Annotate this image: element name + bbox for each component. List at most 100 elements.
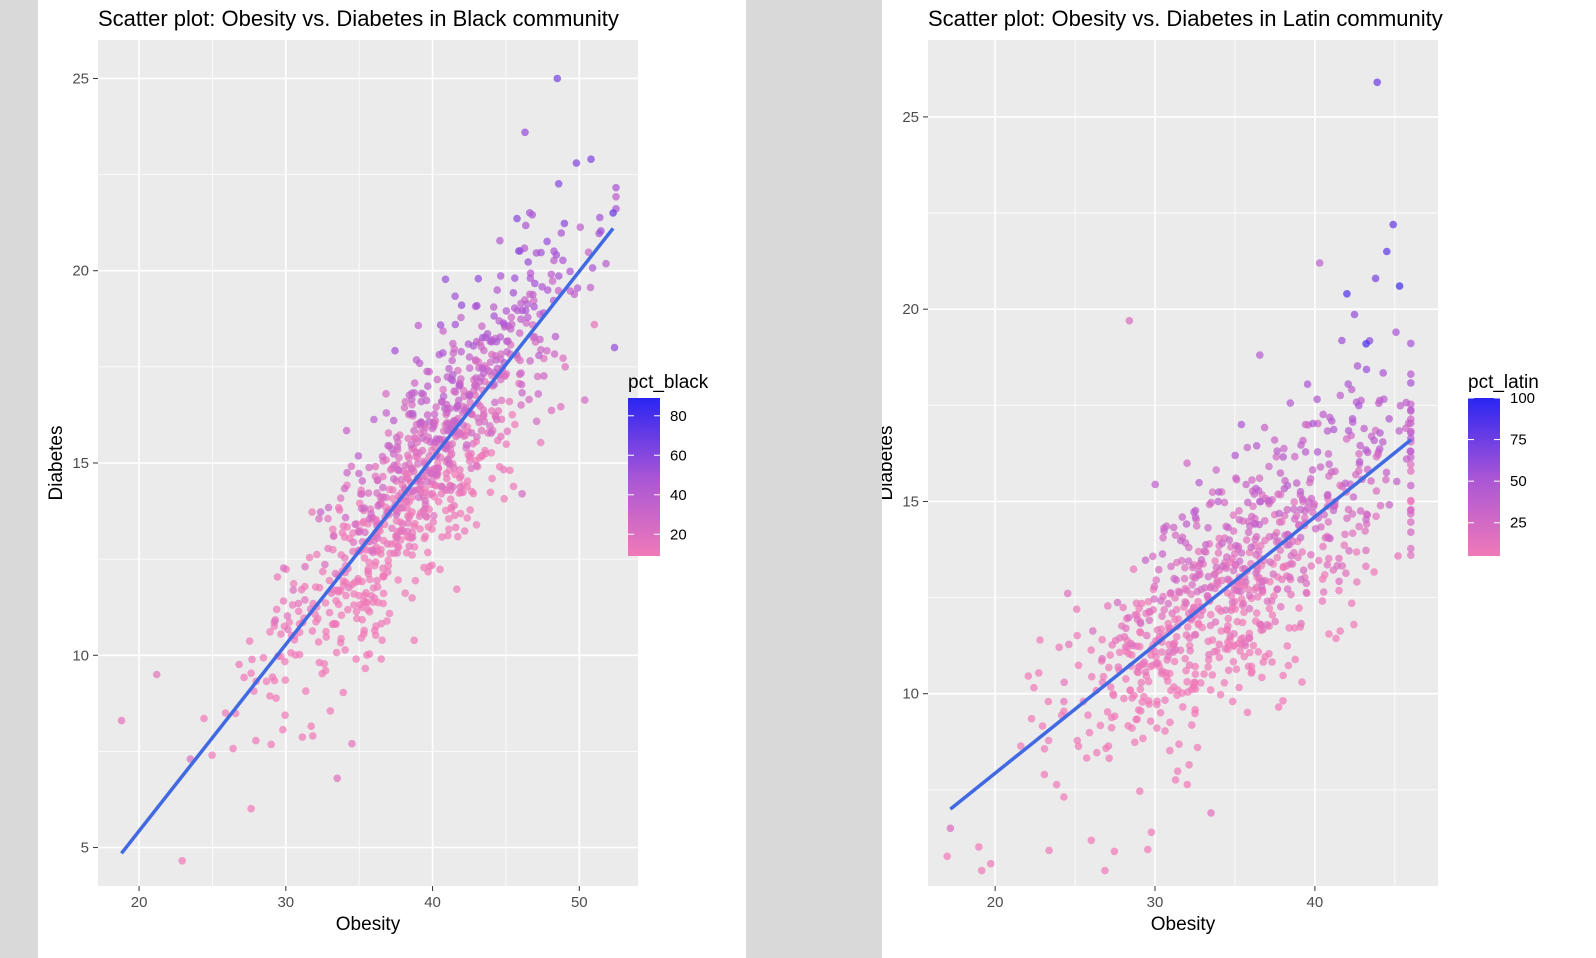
data-point (424, 548, 432, 557)
data-point (1287, 590, 1295, 599)
data-point (1385, 501, 1394, 509)
data-point (450, 511, 459, 520)
data-point (532, 417, 541, 426)
data-point (410, 389, 419, 397)
data-point (1143, 631, 1151, 640)
data-point (547, 406, 556, 415)
data-point (315, 583, 324, 592)
data-point (467, 449, 475, 458)
data-point (404, 519, 412, 527)
data-point (1407, 506, 1415, 515)
data-point (1169, 523, 1178, 532)
data-point (1140, 658, 1149, 666)
data-point (1137, 599, 1146, 608)
data-point (370, 415, 378, 424)
data-point (473, 433, 481, 441)
data-point (404, 434, 413, 443)
data-point (433, 375, 442, 384)
data-point (1292, 479, 1301, 487)
data-point (1168, 609, 1176, 618)
data-point (1279, 671, 1287, 680)
data-point (1252, 532, 1261, 541)
data-point (425, 418, 434, 426)
data-point (1211, 557, 1219, 565)
data-point (1248, 512, 1256, 521)
data-point (1105, 663, 1113, 672)
data-point (1375, 445, 1384, 453)
data-point (1290, 498, 1298, 506)
data-point (1291, 452, 1299, 461)
data-point (1324, 518, 1333, 526)
data-point (413, 460, 422, 468)
data-point (420, 563, 428, 572)
data-point (266, 628, 274, 636)
data-point (524, 313, 532, 322)
data-point (336, 494, 345, 503)
data-point (1204, 572, 1213, 581)
y-tick-label: 15 (72, 455, 89, 472)
data-point (1353, 578, 1361, 586)
data-point (1197, 585, 1205, 594)
data-point (1224, 523, 1232, 532)
data-point (560, 219, 569, 228)
data-point (423, 367, 431, 376)
data-point (410, 636, 419, 645)
legend-title: pct_latin (1468, 372, 1539, 393)
data-point (1355, 522, 1363, 531)
data-point (1188, 581, 1196, 589)
data-point (1158, 667, 1167, 676)
data-point (612, 193, 620, 201)
data-point (1136, 619, 1145, 628)
data-point (1085, 728, 1094, 737)
data-point (1341, 479, 1350, 488)
data-point (1223, 553, 1231, 561)
data-point (301, 596, 309, 604)
data-point (572, 159, 581, 167)
data-point (1141, 668, 1150, 676)
data-point (1367, 477, 1375, 485)
data-point (426, 438, 435, 446)
data-point (1088, 672, 1096, 681)
data-point (454, 366, 462, 375)
data-point (390, 475, 398, 483)
data-point (272, 694, 280, 702)
data-point (1175, 740, 1183, 748)
data-point (587, 155, 595, 163)
data-point (393, 542, 402, 551)
data-point (1235, 516, 1244, 524)
data-point (1407, 429, 1415, 437)
data-point (408, 400, 416, 409)
data-point (1283, 585, 1292, 593)
data-point (352, 655, 360, 663)
data-point (1349, 493, 1358, 501)
data-point (1301, 448, 1310, 456)
data-point (308, 627, 317, 635)
data-point (1245, 592, 1254, 600)
data-point (267, 740, 275, 749)
data-point (1205, 650, 1213, 659)
data-point (284, 625, 292, 634)
data-point (1191, 630, 1200, 639)
data-point (1247, 669, 1256, 677)
data-point (425, 562, 434, 571)
data-point (1297, 441, 1305, 449)
data-point (1195, 478, 1203, 487)
data-point (329, 532, 338, 540)
data-point (1255, 520, 1264, 529)
data-point (1310, 502, 1318, 511)
data-point (1355, 450, 1363, 458)
data-point (513, 214, 521, 223)
data-point (1194, 619, 1203, 627)
data-point (1325, 630, 1333, 638)
data-point (1225, 536, 1234, 544)
data-point (307, 722, 316, 730)
data-point (543, 347, 551, 355)
data-point (1335, 554, 1343, 563)
data-point (538, 283, 546, 291)
data-point (342, 591, 350, 600)
data-point (1229, 527, 1238, 535)
data-point (436, 321, 445, 329)
data-point (340, 484, 349, 493)
data-point (1324, 490, 1332, 499)
data-point (352, 607, 361, 616)
